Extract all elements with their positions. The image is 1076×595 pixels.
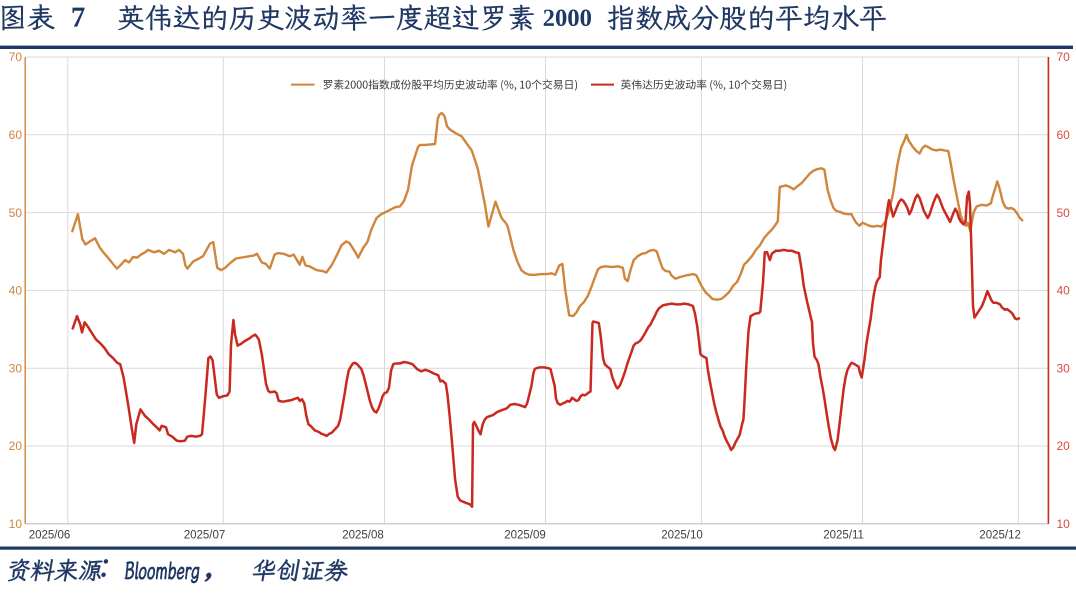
svg-text:70: 70 xyxy=(1057,50,1071,64)
svg-text:2025/09: 2025/09 xyxy=(504,530,546,542)
svg-text:20: 20 xyxy=(9,439,23,453)
svg-text:2025/11: 2025/11 xyxy=(823,530,864,542)
svg-text:30: 30 xyxy=(9,361,23,375)
svg-text:50: 50 xyxy=(1057,206,1071,220)
svg-text:2025/06: 2025/06 xyxy=(29,530,71,542)
svg-text:10: 10 xyxy=(1057,517,1071,531)
svg-text:70: 70 xyxy=(9,50,23,64)
svg-text:2025/07: 2025/07 xyxy=(184,530,226,542)
svg-text:2025/10: 2025/10 xyxy=(661,530,703,542)
svg-text:60: 60 xyxy=(1057,128,1071,142)
svg-text:2025/08: 2025/08 xyxy=(342,530,384,542)
svg-text:40: 40 xyxy=(9,284,23,298)
svg-text:30: 30 xyxy=(1057,361,1071,375)
svg-text:20: 20 xyxy=(1057,439,1071,453)
svg-text:40: 40 xyxy=(1057,284,1071,298)
svg-text:2025/12: 2025/12 xyxy=(979,530,1021,542)
svg-text:60: 60 xyxy=(9,128,23,142)
svg-text:10: 10 xyxy=(9,517,23,531)
svg-text:50: 50 xyxy=(9,206,23,220)
